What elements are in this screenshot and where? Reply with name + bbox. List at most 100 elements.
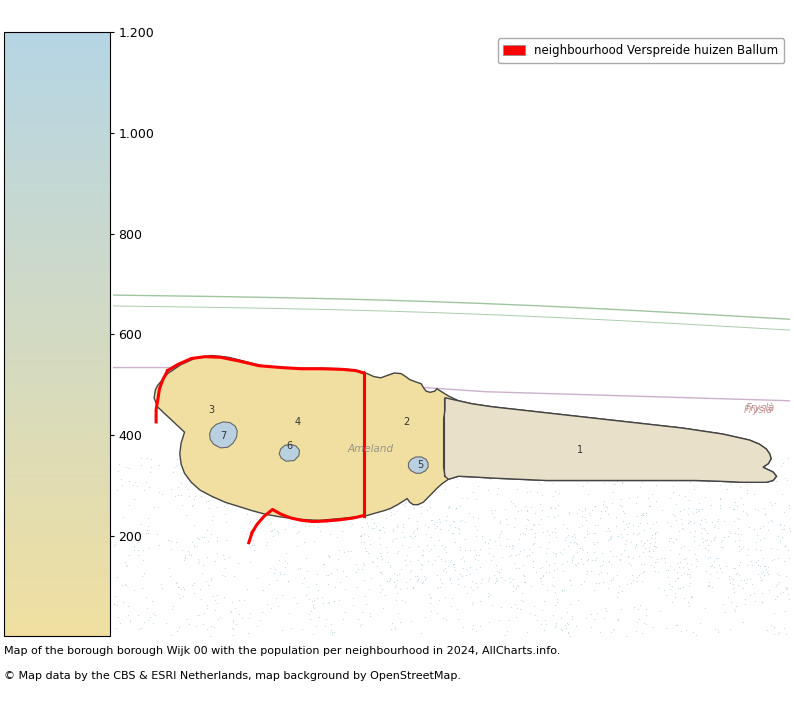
Point: [265, 525, 278, 536]
Point: [675, 569, 688, 581]
Point: [707, 451, 719, 462]
Point: [403, 482, 416, 494]
Point: [176, 544, 189, 556]
Point: [446, 592, 459, 604]
Point: [603, 531, 616, 543]
Point: [576, 480, 589, 492]
Point: [272, 493, 284, 504]
Point: [430, 516, 442, 528]
Point: [314, 526, 327, 537]
Point: [482, 571, 495, 582]
Point: [623, 452, 636, 463]
Point: [128, 540, 141, 551]
Point: [200, 495, 213, 506]
Point: [694, 528, 707, 539]
Point: [251, 620, 264, 631]
Point: [747, 489, 760, 500]
Point: [193, 556, 206, 567]
Point: [734, 481, 747, 493]
Point: [473, 550, 486, 562]
Point: [337, 506, 349, 518]
Point: [665, 596, 678, 608]
Point: [699, 534, 711, 546]
Point: [631, 603, 644, 615]
Point: [454, 544, 467, 556]
Point: [773, 569, 785, 581]
Point: [354, 529, 367, 541]
Point: [481, 470, 494, 481]
Point: [530, 614, 543, 626]
Point: [384, 495, 396, 507]
Point: [770, 578, 783, 590]
Point: [607, 623, 619, 635]
Point: [525, 502, 538, 513]
Point: [615, 528, 628, 540]
Point: [757, 569, 770, 581]
Polygon shape: [210, 422, 237, 448]
Point: [723, 501, 735, 513]
Point: [684, 477, 697, 488]
Point: [592, 462, 605, 474]
Point: [170, 536, 183, 548]
Point: [360, 546, 372, 557]
Point: [121, 609, 134, 620]
Point: [422, 521, 434, 533]
Point: [119, 557, 132, 568]
Point: [694, 617, 707, 628]
Point: [211, 461, 224, 472]
Point: [644, 523, 657, 534]
Point: [364, 610, 376, 622]
Point: [194, 583, 206, 595]
Point: [450, 503, 463, 514]
Point: [773, 626, 785, 638]
Point: [522, 544, 535, 555]
Text: Fryslà: Fryslà: [746, 403, 775, 413]
Point: [580, 514, 592, 526]
Point: [651, 566, 664, 577]
Point: [488, 535, 501, 546]
Point: [626, 574, 639, 586]
Point: [660, 564, 673, 576]
Point: [692, 539, 705, 551]
Point: [751, 471, 764, 482]
Point: [198, 608, 210, 619]
Point: [426, 558, 438, 569]
Point: [115, 480, 128, 491]
Point: [652, 582, 665, 594]
Point: [444, 574, 457, 586]
Point: [345, 518, 358, 529]
Point: [196, 618, 209, 629]
Point: [313, 611, 326, 623]
Point: [504, 549, 517, 561]
Point: [656, 504, 669, 516]
Point: [757, 565, 769, 577]
Point: [416, 549, 429, 561]
Point: [545, 501, 557, 513]
Point: [124, 616, 137, 628]
Point: [387, 508, 400, 520]
Point: [617, 507, 630, 518]
Point: [290, 528, 303, 539]
Point: [744, 574, 757, 585]
Point: [143, 542, 156, 554]
Point: [588, 500, 601, 512]
Point: [783, 522, 794, 533]
Point: [697, 536, 710, 547]
Point: [583, 528, 596, 539]
Point: [489, 504, 502, 516]
Point: [664, 493, 676, 504]
Point: [562, 618, 575, 630]
Point: [566, 610, 579, 621]
Point: [598, 495, 611, 507]
Point: [683, 494, 696, 505]
Point: [510, 611, 522, 623]
Point: [418, 570, 430, 582]
Point: [391, 608, 404, 619]
Point: [730, 567, 743, 578]
Point: [564, 631, 576, 642]
Point: [673, 556, 686, 567]
Point: [514, 546, 526, 557]
Point: [373, 539, 386, 550]
Point: [389, 580, 402, 591]
Point: [379, 589, 391, 600]
